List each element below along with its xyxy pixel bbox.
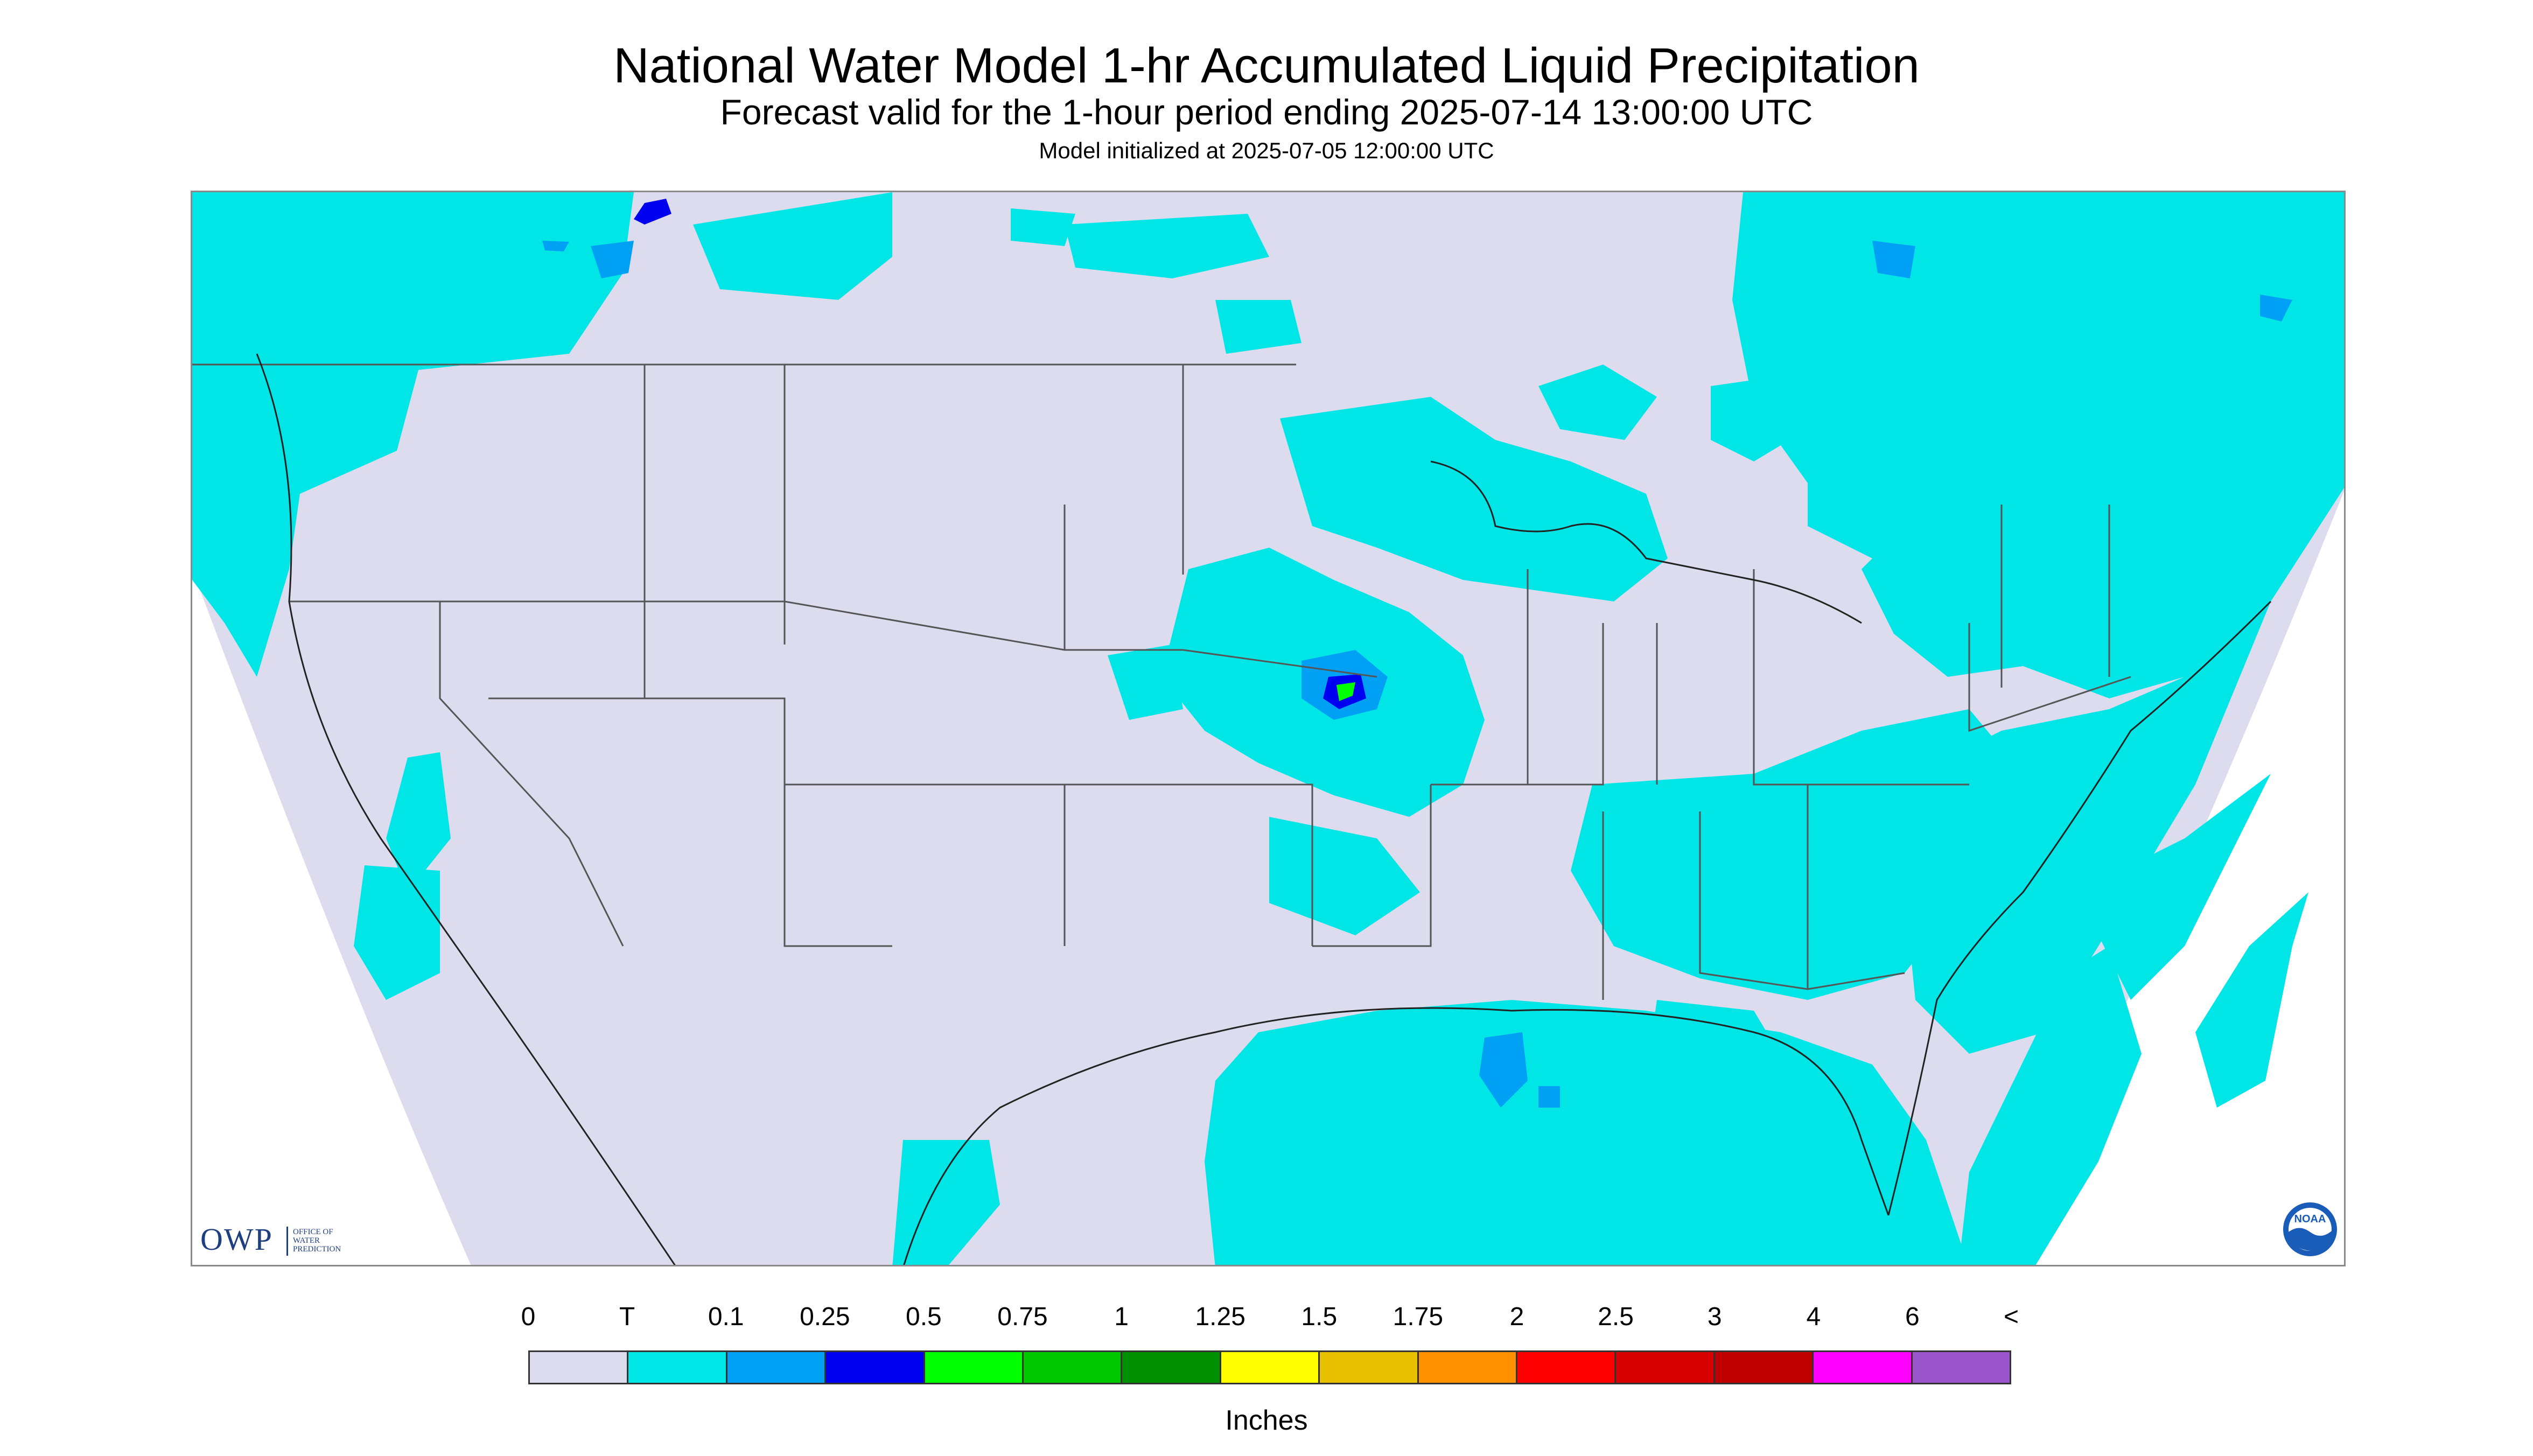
legend-swatch [628,1352,727,1383]
precipitation-map [191,191,2346,1266]
owp-logo: OWP OFFICE OF WATER PREDICTION [200,1221,373,1259]
legend-swatch [1320,1352,1419,1383]
legend-label: 0.25 [800,1303,850,1331]
legend-labels: 0 T 0.1 0.25 0.5 0.75 1 1.25 1.5 1.75 2 2.5 3 4 6 < [0,1302,2533,1334]
legend-swatch [1122,1352,1221,1383]
legend-swatch [925,1352,1024,1383]
owp-wordmark: OWP [200,1222,273,1257]
noaa-wordmark: NOAA [2294,1213,2326,1225]
legend-units: Inches [1225,1405,1308,1436]
legend-label: 2 [1509,1303,1524,1331]
legend-label: 1.75 [1393,1303,1444,1331]
legend-swatch [1221,1352,1320,1383]
legend-swatch [1912,1352,2010,1383]
owp-divider [286,1227,288,1256]
legend-label: < [2003,1303,2019,1331]
legend-label: 4 [1806,1303,1821,1331]
legend-label: 1.5 [1301,1303,1338,1331]
legend-swatch [1418,1352,1518,1383]
legend-label: T [619,1303,635,1331]
owp-line-3: PREDICTION [293,1245,341,1254]
owp-line-2: WATER [293,1236,320,1245]
legend-swatch [1814,1352,1913,1383]
legend-label: 0.75 [997,1303,1048,1331]
outside-domain-left [192,569,471,1265]
legend-label: 0 [521,1303,536,1331]
trace-precip-areas [192,192,2344,1265]
legend-swatch [1616,1352,1715,1383]
legend-label: 0.1 [708,1303,744,1331]
legend-swatch [1024,1352,1123,1383]
legend-swatch [826,1352,925,1383]
heavy-precip-areas [1337,682,1355,701]
legend-label: 2.5 [1598,1303,1634,1331]
owp-line-1: OFFICE OF [293,1228,333,1236]
legend-swatch [1715,1352,1814,1383]
noaa-logo: NOAA [2281,1200,2339,1258]
legend-color-bar [528,1350,2011,1384]
map-canvas [192,192,2344,1265]
legend-swatch [1517,1352,1617,1383]
legend-label: 1.25 [1195,1303,1245,1331]
coastlines [256,353,2272,1265]
map-subtitle: Forecast valid for the 1-hour period end… [720,92,1813,132]
model-init-line: Model initialized at 2025-07-05 12:00:00… [1039,138,1494,163]
legend-swatch [727,1352,827,1383]
legend-label: 6 [1905,1303,1920,1331]
legend-swatch [530,1352,629,1383]
map-title: National Water Model 1-hr Accumulated Li… [613,38,1920,93]
state-boundaries [192,363,2131,1000]
legend-label: 3 [1707,1303,1722,1331]
legend-label: 0.5 [906,1303,942,1331]
legend-label: 1 [1114,1303,1129,1331]
